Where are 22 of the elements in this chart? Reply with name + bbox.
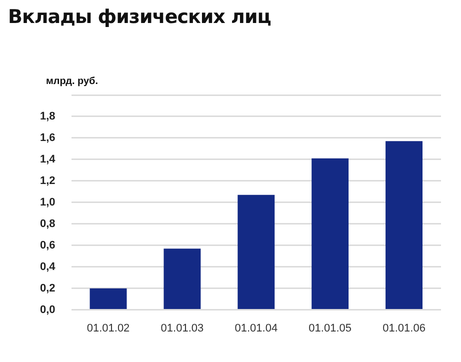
y-tick-label: 1,8 (40, 110, 56, 123)
x-tick-label: 01.01.03 (160, 322, 204, 334)
y-tick-label: 0,2 (40, 282, 56, 294)
y-tick-label: 0,4 (40, 260, 56, 273)
y-tick-label: 1,6 (40, 132, 56, 144)
chart-title: Вклады физических лиц (8, 6, 271, 28)
y-tick-label: 1,2 (40, 174, 56, 187)
x-tick-label: 01.01.04 (234, 322, 278, 334)
bar (164, 248, 201, 310)
bar (386, 141, 423, 310)
y-tick-label: 1,0 (40, 196, 56, 208)
bar (238, 194, 275, 310)
y-axis-title: млрд. руб. (46, 76, 98, 87)
y-tick-label: 1,4 (40, 153, 56, 166)
bar (90, 288, 127, 310)
y-tick-label: 0,6 (40, 239, 56, 252)
y-tick-label: 0,8 (40, 218, 56, 230)
bar (312, 158, 349, 310)
x-tick-label: 01.01.06 (382, 322, 426, 334)
y-tick-label: 0,0 (40, 304, 56, 316)
x-tick-label: 01.01.02 (86, 322, 130, 334)
x-tick-label: 01.01.05 (308, 322, 352, 334)
